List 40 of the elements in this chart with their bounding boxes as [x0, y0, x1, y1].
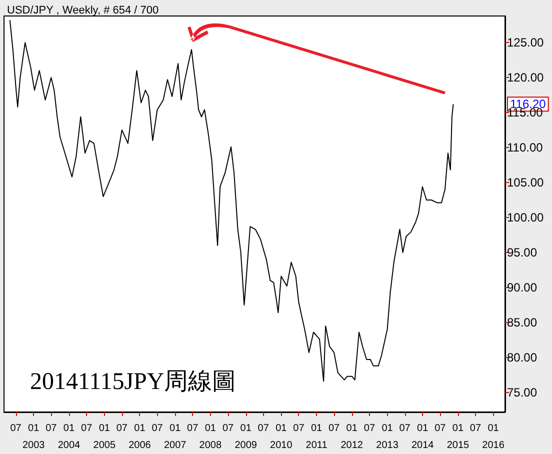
x-tick-label: 07	[116, 423, 128, 434]
y-tick-label: 90.00	[507, 280, 538, 294]
y-tick-label: 85.00	[507, 315, 538, 330]
annotation: 20141115JPY周線圖	[30, 369, 236, 395]
x-tick-label: 01 2006	[128, 423, 152, 451]
y-tick-label: 125.00	[507, 36, 544, 50]
x-tick-label: 01 2009	[234, 423, 258, 451]
x-tick-label: 07	[399, 423, 411, 434]
y-tick-label: 75.00	[507, 385, 538, 400]
x-tick-label: 07	[10, 423, 22, 434]
chart-title: USD/JPY , Weekly, # 654 / 700	[7, 4, 159, 16]
x-tick-label: 01 2016	[482, 423, 505, 451]
x-tick-label: 07	[222, 423, 234, 434]
x-tick-label: 07	[434, 423, 446, 434]
x-tick-label: 07	[470, 423, 482, 434]
x-tick-label: 07	[81, 423, 93, 434]
y-tick-label: 80.00	[507, 350, 538, 364]
x-tick-label: 07	[152, 423, 164, 434]
x-tick-label: 01 2010	[270, 423, 293, 451]
y-tick-label: 110.00	[507, 140, 544, 155]
x-tick-label: 07	[187, 423, 199, 434]
x-tick-label: 07	[328, 423, 340, 434]
x-tick-label: 01 2014	[411, 423, 434, 451]
x-tick-label: 07	[258, 423, 270, 434]
y-tick-label: 105.00	[507, 176, 544, 190]
x-tick-label: 01 2008	[199, 423, 222, 451]
x-tick-label: 01 2012	[340, 423, 364, 451]
x-tick-label: 01 2005	[93, 423, 116, 451]
y-tick-label: 100.00	[507, 210, 544, 224]
x-tick-label: 01 2003	[22, 423, 46, 451]
x-tick-label: 07	[364, 423, 376, 434]
x-tick-label: 07	[293, 423, 305, 434]
x-tick-label: 07	[46, 423, 58, 434]
x-tick-label: 01 2007	[164, 423, 187, 451]
x-tick-label: 01 2004	[58, 423, 81, 451]
x-tick-label: 01 2013	[376, 423, 399, 451]
y-tick-label: 120.00	[507, 70, 544, 85]
y-tick-label: 95.00	[507, 245, 538, 260]
x-tick-label: 01 2015	[446, 423, 470, 451]
x-tick-label: 01 2011	[306, 423, 328, 451]
